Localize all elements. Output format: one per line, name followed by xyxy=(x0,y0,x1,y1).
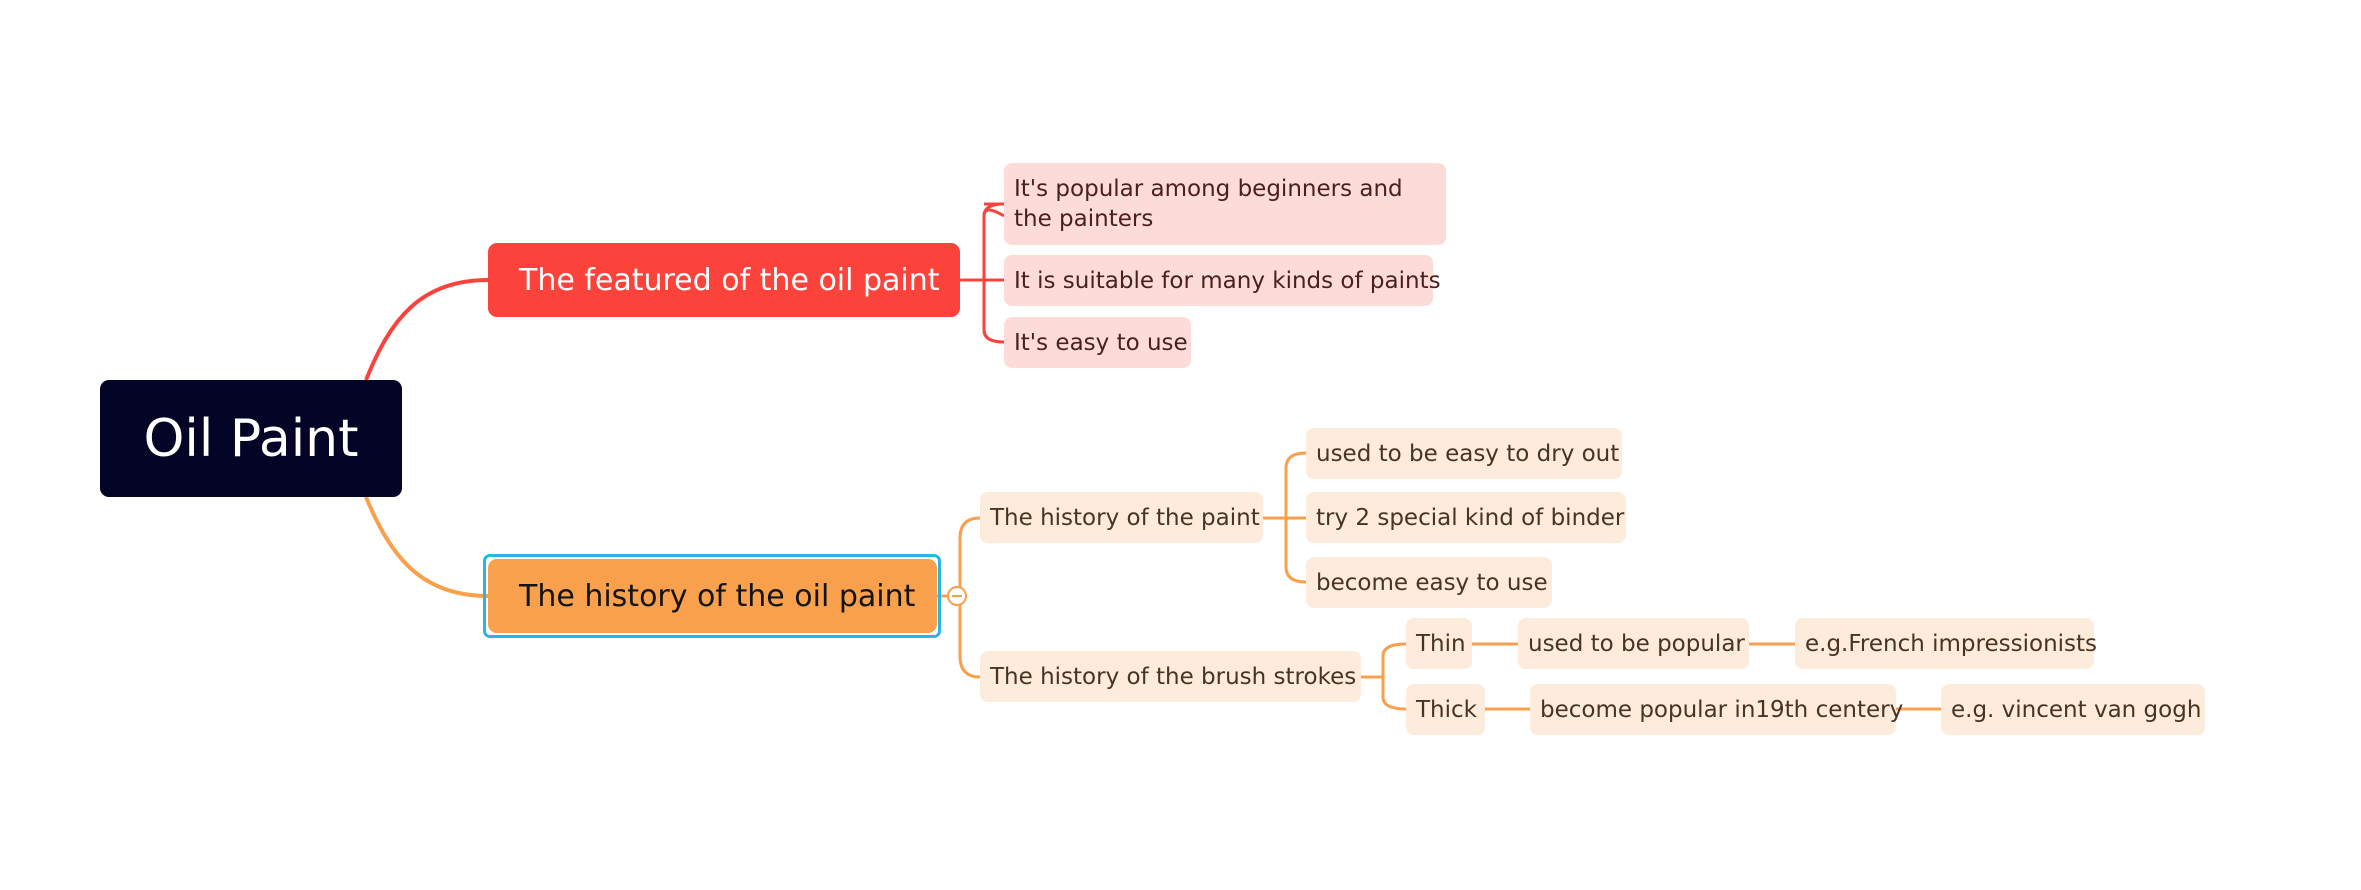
root-node[interactable]: Oil Paint xyxy=(100,380,402,497)
branch-featured-label: The featured of the oil paint xyxy=(519,262,940,298)
paint-child-easy[interactable]: become easy to use xyxy=(1306,557,1552,608)
connector-paint-children xyxy=(1263,451,1307,584)
connector-featured-children xyxy=(960,202,1005,344)
thick-detail-node[interactable]: become popular in19th centery xyxy=(1530,684,1903,735)
featured-child-popular-label: It's popular among beginners and the pai… xyxy=(1014,176,1403,232)
thin-example-node[interactable]: e.g.French impressionists xyxy=(1795,618,2098,669)
thick-detail-label: become popular in19th centery xyxy=(1540,696,1904,723)
paint-child-easy-label: become easy to use xyxy=(1316,569,1548,596)
thick-example-node[interactable]: e.g. vincent van gogh xyxy=(1941,684,2205,735)
featured-child-suitable[interactable]: It is suitable for many kinds of paints xyxy=(1004,255,1441,306)
history-paint-label: The history of the paint xyxy=(990,504,1260,531)
featured-child-suitable-label: It is suitable for many kinds of paints xyxy=(1014,267,1441,294)
paint-child-binder[interactable]: try 2 special kind of binder xyxy=(1306,492,1626,543)
paint-child-dry-out[interactable]: used to be easy to dry out xyxy=(1306,428,1622,479)
collapse-toggle-icon[interactable] xyxy=(947,586,967,606)
featured-child-easy-label: It's easy to use xyxy=(1014,329,1188,356)
selection-outline xyxy=(483,554,941,638)
connector-root-featured xyxy=(364,278,489,381)
history-brush-label: The history of the brush strokes xyxy=(990,663,1357,690)
brush-thick-label: Thick xyxy=(1416,696,1477,723)
branch-history-label: The history of the oil paint xyxy=(519,578,916,614)
history-brush-node[interactable]: The history of the brush strokes xyxy=(980,651,1361,702)
connector-root-history xyxy=(364,496,489,598)
branch-featured[interactable]: The featured of the oil paint xyxy=(488,243,960,317)
brush-thin-label: Thin xyxy=(1416,630,1466,657)
thin-detail-label: used to be popular xyxy=(1528,630,1745,657)
root-label: Oil Paint xyxy=(143,408,359,469)
connector-brush-children xyxy=(1361,642,1407,711)
thin-detail-node[interactable]: used to be popular xyxy=(1518,618,1749,669)
thin-example-label: e.g.French impressionists xyxy=(1805,630,2098,657)
thick-example-label: e.g. vincent van gogh xyxy=(1951,696,2202,723)
history-paint-node[interactable]: The history of the paint xyxy=(980,492,1263,543)
branch-history[interactable]: The history of the oil paint xyxy=(488,559,937,633)
paint-child-binder-label: try 2 special kind of binder xyxy=(1316,504,1625,531)
featured-child-easy[interactable]: It's easy to use xyxy=(1004,317,1191,368)
brush-thin-node[interactable]: Thin xyxy=(1406,618,1472,669)
paint-child-dry-out-label: used to be easy to dry out xyxy=(1316,440,1620,467)
brush-thick-node[interactable]: Thick xyxy=(1406,684,1485,735)
featured-child-popular[interactable]: It's popular among beginners and the pai… xyxy=(1004,163,1446,245)
